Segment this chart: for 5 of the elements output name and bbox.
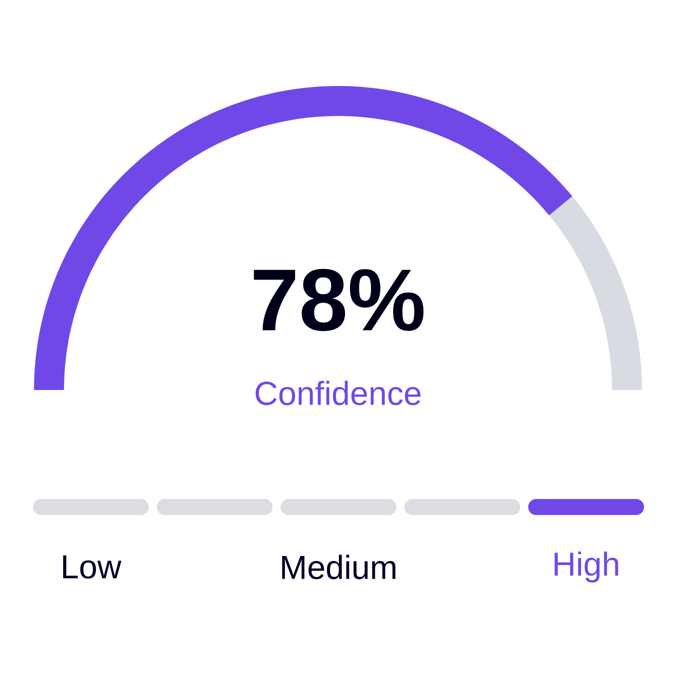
text: Confidence <box>256 380 421 406</box>
data-label: 78% <box>254 268 424 332</box>
category-label: Medium <box>282 554 396 580</box>
category-label: Low <box>63 555 122 579</box>
category-label: High <box>554 552 618 582</box>
